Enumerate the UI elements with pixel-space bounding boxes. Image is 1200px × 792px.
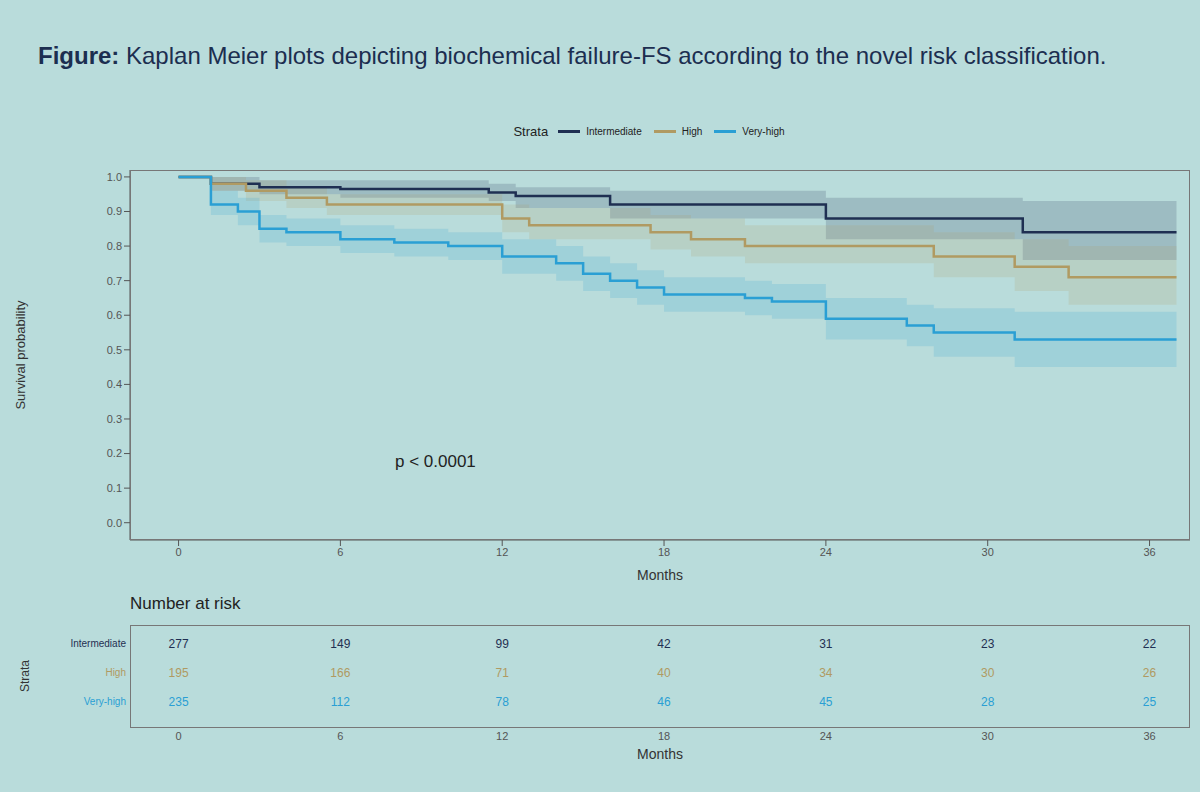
svg-text:0.7: 0.7 [107,275,122,287]
svg-text:0.2: 0.2 [107,447,122,459]
svg-text:0.1: 0.1 [107,482,122,494]
svg-text:Months: Months [637,567,683,583]
html-text:Strata: Strata [18,660,32,692]
html-text:71: 71 [495,666,509,680]
html-text:Strata: Strata [513,124,549,139]
html-text:195: 195 [168,666,189,680]
html-text:78: 78 [495,695,509,709]
svg-text:Survival probability: Survival probability [13,300,28,410]
html-text:149: 149 [330,637,351,651]
html-text:30: 30 [981,730,994,742]
html-text:26: 26 [1142,666,1157,680]
html-text:31: 31 [819,637,833,651]
html-text:46: 46 [657,695,671,709]
svg-text:0: 0 [175,546,181,558]
html-text:Intermediate: Intermediate [586,126,642,137]
html-text:0: 0 [175,730,182,742]
html-text:23: 23 [981,637,995,651]
svg-text:6: 6 [337,546,343,558]
html-text:277: 277 [168,637,189,651]
svg-text:12: 12 [496,546,508,558]
html-text:28: 28 [981,695,995,709]
html-text:235: 235 [168,695,189,709]
svg-text:0.8: 0.8 [107,240,122,252]
svg-text:24: 24 [820,546,832,558]
html-text:24: 24 [819,730,832,742]
html-text:High: High [681,126,703,137]
html-text:Very-high: Very-high [83,696,126,707]
html-text:12: 12 [496,730,509,742]
html-text:6: 6 [337,730,344,742]
html-text:99: 99 [495,637,509,651]
html-text:30: 30 [981,666,995,680]
svg-text:0.6: 0.6 [107,309,122,321]
html-text:Very-high: Very-high [742,126,785,137]
html-text:40: 40 [657,666,671,680]
svg-text:0.9: 0.9 [107,205,122,217]
html-text:Intermediate: Intermediate [70,638,126,649]
html-text:p < 0.0001: p < 0.0001 [395,452,476,471]
html-text:45: 45 [819,695,833,709]
html-text:36: 36 [1143,730,1156,742]
svg-text:30: 30 [982,546,994,558]
html-text:18: 18 [657,730,671,742]
svg-text:0.0: 0.0 [107,517,122,529]
svg-text:0.3: 0.3 [107,413,122,425]
html-text:34: 34 [819,666,833,680]
html-text:Number at risk: Number at risk [130,594,241,613]
html-text:Months: Months [637,746,683,762]
svg-text:0.5: 0.5 [107,344,122,356]
svg-text:1.0: 1.0 [107,171,122,183]
html-text:166: 166 [330,666,351,680]
svg-text:0.4: 0.4 [107,378,122,390]
html-text:25: 25 [1142,695,1157,709]
svg-text:36: 36 [1143,546,1155,558]
svg-text:18: 18 [658,546,670,558]
html-text:112: 112 [330,695,350,709]
html-text:42: 42 [657,637,671,651]
html-text:Figure: Kaplan Meier plots dep: Figure: Kaplan Meier plots depicting bio… [38,42,1107,69]
html-text:High: High [105,667,126,678]
html-text:22: 22 [1142,637,1157,651]
